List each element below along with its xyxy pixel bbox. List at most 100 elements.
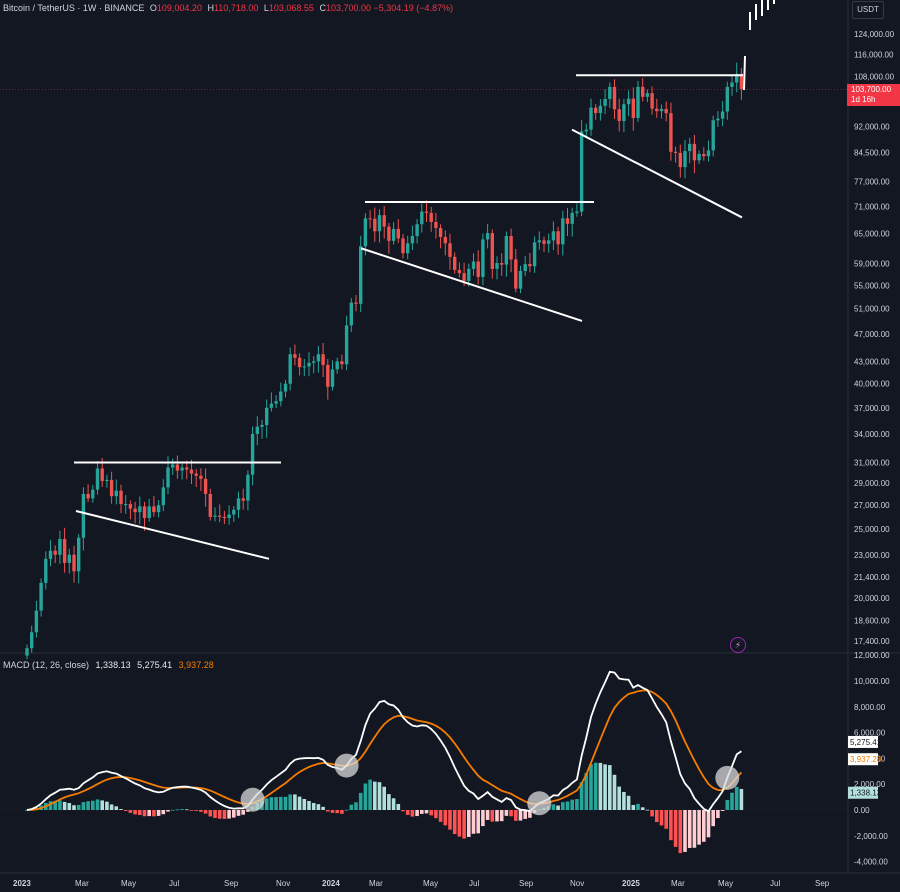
candle	[678, 144, 682, 178]
candle-body	[34, 610, 39, 633]
candle	[716, 111, 720, 127]
price-axis-label: 23,000.00	[854, 551, 890, 560]
symbol-header[interactable]: Bitcoin / TetherUS · 1W · BINANCE O109,0…	[3, 3, 453, 13]
candle-body	[462, 273, 466, 281]
candle-body	[260, 424, 264, 427]
price-axis-label: 25,000.00	[854, 525, 890, 534]
candle-body	[62, 539, 67, 563]
histogram-bar	[67, 803, 72, 810]
candle	[269, 392, 274, 412]
histogram-bar	[326, 810, 330, 812]
histogram-bar	[72, 805, 76, 810]
candle	[156, 499, 161, 518]
currency-button[interactable]: USDT	[852, 1, 884, 19]
candle-body	[288, 354, 292, 384]
crossover-circle	[715, 765, 740, 790]
crossover-circle	[334, 753, 359, 778]
candle-body	[133, 508, 137, 513]
candle	[453, 252, 457, 274]
candle	[48, 540, 53, 567]
histogram-bar	[391, 798, 396, 810]
histogram-bar	[405, 810, 410, 815]
candle-body	[589, 107, 593, 130]
candle-body	[500, 263, 504, 265]
histogram-bar	[556, 805, 560, 810]
candle	[91, 485, 95, 503]
histogram-bar	[462, 810, 466, 839]
histogram-bar	[311, 802, 316, 810]
candle	[528, 252, 532, 273]
candle	[44, 551, 48, 590]
candle-body	[72, 554, 76, 572]
candle-body	[485, 233, 490, 240]
candle-body	[241, 498, 245, 501]
candle	[25, 644, 29, 660]
candle	[62, 527, 67, 573]
candle	[471, 253, 476, 276]
macd-axis-label: 6,000.00	[854, 729, 886, 738]
candle-body	[105, 479, 109, 481]
candle	[476, 250, 480, 285]
macd-line-value: 5,275.41	[137, 660, 173, 670]
lightning-icon[interactable]: ⚡	[730, 637, 746, 653]
histogram-bar	[650, 810, 654, 817]
macd-axis-label: 2,000.00	[854, 780, 886, 789]
candle-body	[302, 366, 306, 368]
histogram-bar	[175, 809, 180, 811]
candle	[410, 225, 415, 251]
candle-body	[415, 224, 419, 237]
histogram-bar	[166, 810, 170, 812]
histogram-bar	[227, 810, 231, 819]
candle-body	[424, 211, 429, 213]
candle	[246, 470, 250, 511]
histogram-bar	[434, 810, 438, 819]
candle	[67, 548, 71, 574]
candle-body	[542, 240, 546, 244]
price-axis-label: 59,000.00	[854, 260, 890, 269]
macd-signal-value: 3,937.28	[178, 660, 214, 670]
candle-body	[504, 236, 509, 265]
histogram-bar	[236, 810, 241, 816]
candle-body	[218, 515, 222, 517]
histogram-bar	[692, 810, 697, 848]
histogram-bar	[626, 795, 631, 810]
histogram-bar	[575, 799, 579, 810]
histogram-bar	[377, 782, 382, 810]
candle	[312, 356, 316, 374]
time-axis-label: May	[121, 879, 136, 888]
candle	[720, 101, 725, 127]
candle	[683, 139, 687, 179]
macd-legend[interactable]: MACD (12, 26, close) 1,338.13 5,275.41 3…	[3, 660, 214, 670]
macd-histogram-value: 1,338.13	[95, 660, 131, 670]
histogram-bar	[420, 810, 424, 814]
candle	[739, 67, 744, 100]
histogram-bar	[109, 804, 114, 810]
candle-body	[227, 514, 231, 519]
candle-body	[692, 143, 697, 161]
histogram-bar	[373, 781, 377, 810]
crossover-circle	[527, 791, 552, 816]
candle-body	[406, 243, 410, 254]
candle-body	[203, 478, 208, 494]
time-axis-label: Nov	[570, 879, 584, 888]
price-axis-label: 29,000.00	[854, 479, 890, 488]
histogram-bar	[410, 810, 415, 817]
candle-body	[222, 516, 227, 519]
candle-body	[711, 120, 715, 151]
time-axis-label: Mar	[671, 879, 685, 888]
candle-body	[307, 362, 311, 367]
candle-body	[664, 108, 668, 114]
histogram-bar	[603, 764, 607, 810]
candle-body	[161, 487, 165, 506]
trend-line	[75, 510, 270, 560]
candle-body	[528, 264, 532, 267]
candle-body	[645, 93, 650, 97]
candle	[434, 212, 438, 239]
candle	[579, 120, 584, 217]
candle-body	[25, 648, 29, 656]
candle	[537, 231, 541, 250]
candle-body	[396, 228, 400, 239]
candle-body	[387, 226, 391, 241]
candle	[213, 507, 217, 522]
